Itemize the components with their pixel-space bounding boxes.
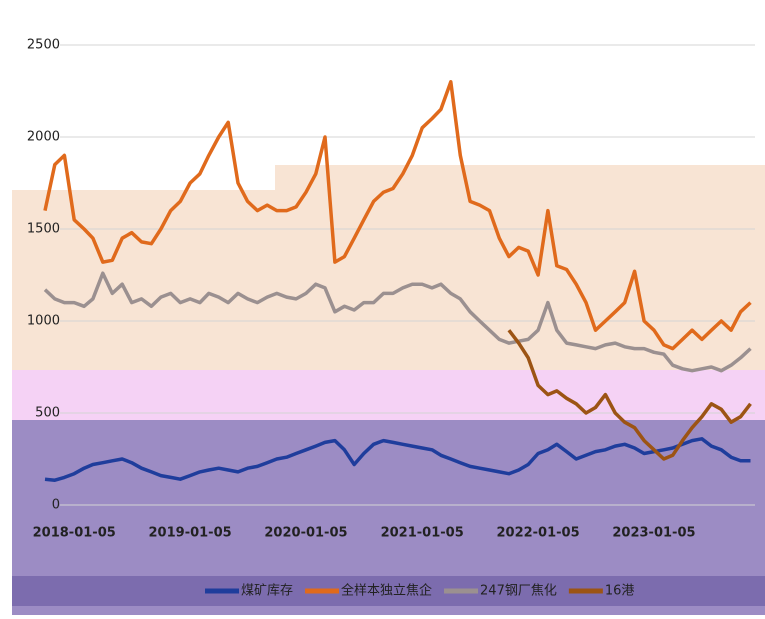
x-tick-label: 2023-01-05 — [612, 526, 695, 541]
series-line — [43, 271, 752, 373]
legend-label: 247钢厂焦化 — [480, 584, 557, 599]
series-line — [44, 437, 751, 482]
y-tick-label: 2000 — [27, 130, 60, 145]
y-tick-label: 1500 — [27, 222, 60, 237]
x-tick-label: 2021-01-05 — [381, 526, 464, 541]
overlay — [12, 370, 765, 420]
overlay — [12, 190, 765, 370]
legend-label: 煤矿库存 — [241, 583, 293, 599]
y-tick-label: 2500 — [27, 38, 60, 53]
legend-label: 全样本独立焦企 — [341, 583, 432, 599]
y-tick-label: 1000 — [27, 314, 60, 329]
y-tick-label: 500 — [35, 406, 60, 421]
legend-label: 16港 — [605, 584, 635, 599]
overlay — [275, 165, 765, 190]
y-tick-label: 0 — [52, 498, 60, 513]
x-tick-label: 2022-01-05 — [496, 526, 579, 541]
x-tick-label: 2020-01-05 — [264, 526, 347, 541]
x-tick-label: 2018-01-05 — [33, 526, 116, 541]
series-line — [43, 80, 752, 351]
x-tick-label: 2019-01-05 — [149, 526, 232, 541]
series-line — [507, 329, 752, 461]
overlay — [12, 576, 765, 606]
